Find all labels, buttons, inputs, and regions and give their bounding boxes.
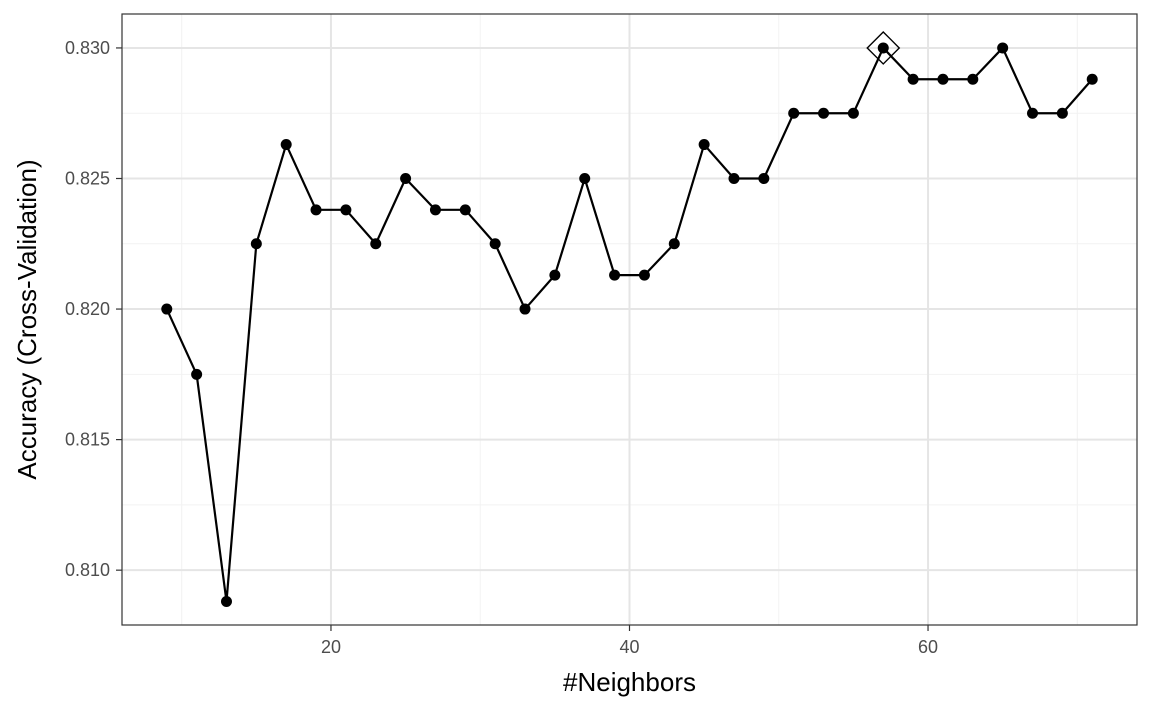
data-point (698, 139, 710, 151)
data-point (668, 238, 680, 250)
data-point (459, 204, 471, 216)
y-tick-label: 0.820 (65, 299, 110, 319)
highlight-marker-group (866, 30, 901, 65)
data-point (310, 204, 322, 216)
data-point (579, 173, 591, 184)
y-axis-title: Accuracy (Cross-Validation) (12, 159, 42, 479)
y-tick-label: 0.825 (65, 169, 110, 189)
data-point (847, 107, 859, 119)
x-tick-label: 20 (321, 637, 341, 657)
data-point (220, 596, 232, 607)
best-value-diamond-marker (866, 30, 901, 65)
data-point (967, 73, 979, 85)
y-tick-label: 0.830 (65, 38, 110, 58)
x-axis-title: #Neighbors (563, 667, 696, 697)
y-tick-label: 0.815 (65, 430, 110, 450)
data-point (280, 139, 292, 151)
data-point (250, 238, 262, 250)
data-point (758, 173, 770, 184)
data-point (549, 269, 561, 281)
data-point (161, 303, 173, 315)
data-point (907, 73, 919, 85)
data-point (1086, 73, 1098, 85)
data-point (1056, 107, 1068, 119)
data-point (997, 42, 1009, 54)
data-point (370, 238, 382, 250)
data-point (937, 73, 949, 85)
data-point (728, 173, 740, 184)
grid-major-lines (122, 14, 1137, 625)
data-point (788, 107, 800, 119)
x-tick-label: 60 (918, 637, 938, 657)
data-point (609, 269, 621, 281)
data-point (489, 238, 501, 250)
data-point (400, 173, 412, 184)
data-point (1027, 107, 1039, 119)
data-point (429, 204, 441, 216)
series-points-group (161, 42, 1098, 607)
data-point (340, 204, 352, 216)
x-axis-ticks: 20 40 60 (321, 625, 938, 657)
data-point (638, 269, 650, 281)
y-axis-ticks: 0.810 0.815 0.820 0.825 0.830 (65, 38, 122, 580)
data-point (877, 42, 889, 54)
x-tick-label: 40 (619, 637, 639, 657)
data-point (818, 107, 830, 119)
y-tick-label: 0.810 (65, 560, 110, 580)
data-point (191, 368, 203, 380)
data-point (519, 303, 531, 315)
